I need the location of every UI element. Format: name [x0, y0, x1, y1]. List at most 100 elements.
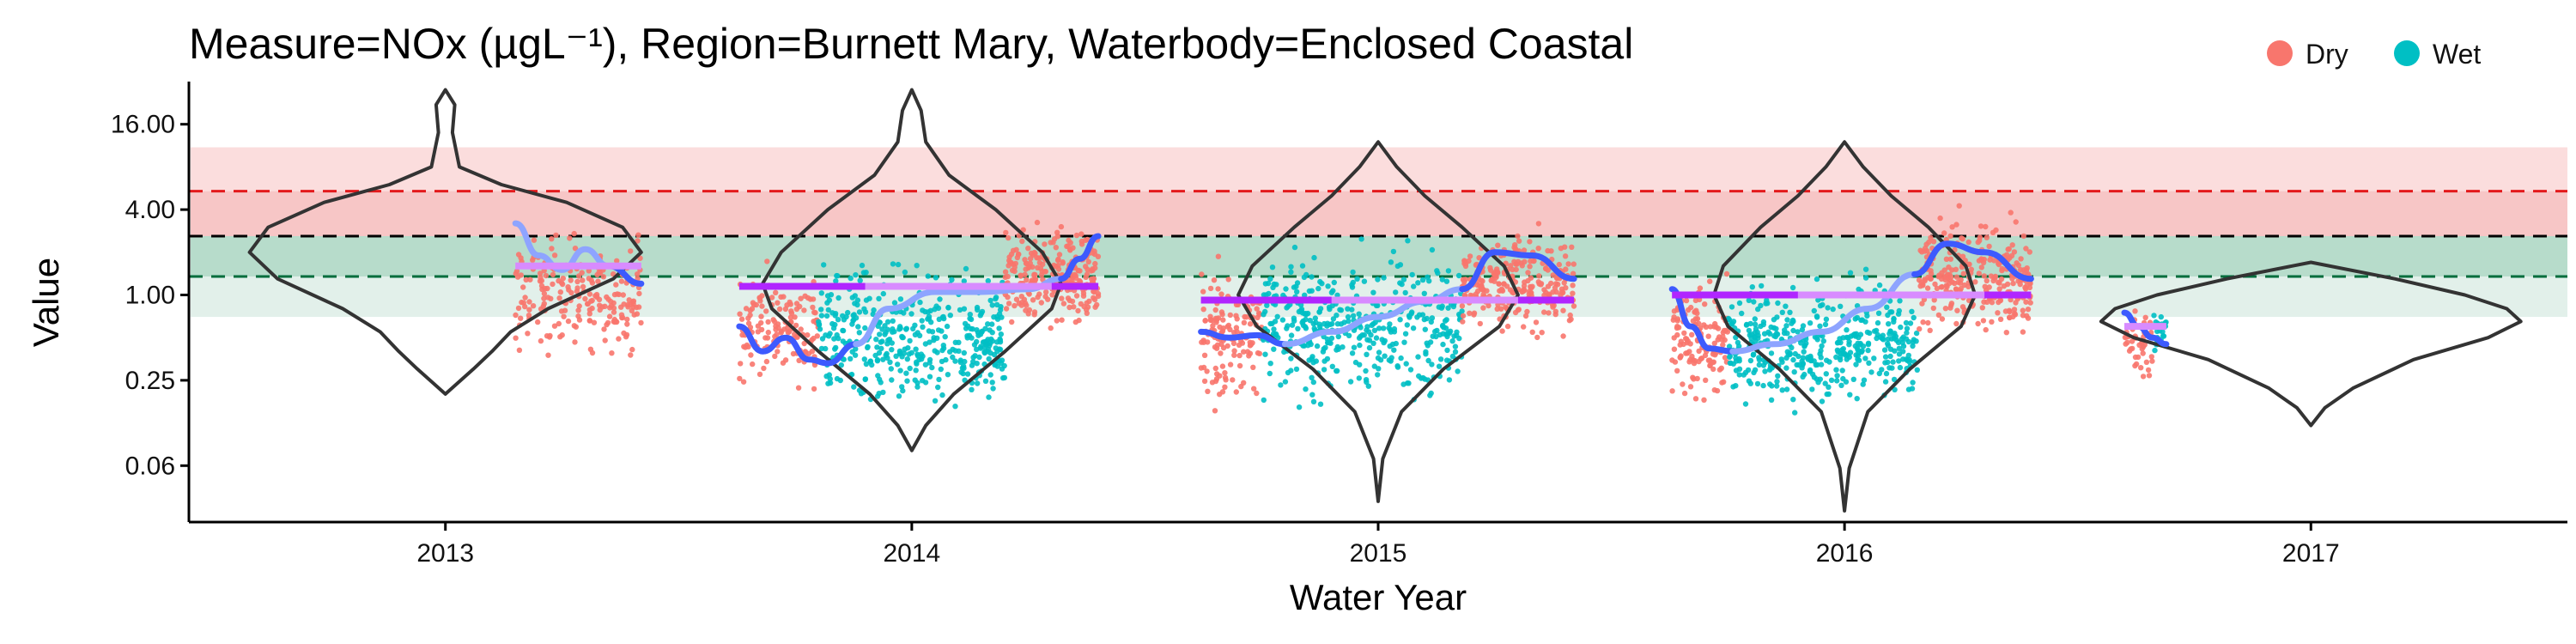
point-5-129: [1406, 380, 1412, 386]
point-2-153: [818, 290, 824, 296]
point-2-342: [890, 326, 896, 332]
point-5-187: [1335, 346, 1342, 352]
point-2-3: [961, 306, 968, 312]
point-5-417: [1371, 327, 1378, 333]
point-5-348: [1382, 353, 1388, 359]
point-9-178: [1930, 239, 1937, 245]
point-3-76: [1038, 272, 1045, 278]
point-1-106: [772, 353, 778, 360]
point-0-192: [520, 284, 526, 290]
point-8-306: [1801, 349, 1807, 355]
point-8-365: [1752, 316, 1759, 322]
point-5-42: [1445, 268, 1452, 274]
point-9-20: [2023, 246, 2029, 252]
point-0-52: [609, 350, 615, 356]
point-6-222: [1552, 284, 1558, 291]
point-5-147: [1288, 332, 1295, 338]
point-2-398: [908, 349, 915, 355]
point-8-362: [1811, 358, 1817, 364]
point-6-108: [1521, 247, 1528, 253]
x-tick-label-3: 2016: [1816, 539, 1874, 568]
point-2-63: [986, 394, 992, 400]
point-8-107: [1729, 320, 1735, 327]
point-4-132: [1248, 342, 1255, 348]
point-0-180: [635, 238, 641, 244]
point-6-164: [1493, 274, 1499, 280]
point-4-136: [1233, 389, 1240, 395]
point-5-365: [1391, 329, 1398, 335]
point-5-226: [1442, 318, 1449, 324]
point-3-257: [1005, 263, 1012, 269]
point-0-108: [611, 291, 618, 298]
point-4-76: [1200, 307, 1206, 313]
point-9-251: [1991, 274, 1997, 281]
point-8-22: [1751, 299, 1757, 305]
point-2-46: [914, 384, 920, 390]
point-6-153: [1511, 258, 1517, 264]
point-2-295: [975, 307, 981, 313]
point-4-4: [1199, 271, 1205, 277]
point-2-284: [853, 346, 859, 352]
point-5-328: [1294, 289, 1300, 295]
point-2-60: [969, 386, 975, 392]
point-5-320: [1406, 314, 1413, 320]
point-8-373: [1760, 319, 1767, 325]
point-8-190: [1871, 355, 1877, 361]
point-1-134: [761, 365, 767, 372]
point-9-209: [1953, 320, 1959, 327]
point-8-289: [1885, 343, 1892, 349]
point-8-233: [1888, 309, 1895, 315]
point-8-255: [1852, 333, 1859, 339]
point-9-22: [2020, 329, 2026, 335]
point-5-56: [1285, 323, 1291, 329]
point-2-251: [880, 389, 886, 396]
point-4-106: [1211, 277, 1218, 283]
x-tick-label-0: 2013: [416, 539, 474, 568]
point-9-92: [1947, 233, 1953, 240]
point-5-389: [1358, 236, 1364, 242]
point-0-15: [582, 295, 588, 302]
point-6-42: [1569, 244, 1575, 250]
point-9-97: [1989, 319, 1995, 325]
point-6-78: [1529, 329, 1535, 335]
point-8-266: [1755, 306, 1761, 313]
point-0-35: [636, 290, 642, 297]
point-8-209: [1896, 358, 1902, 364]
point-6-96: [1460, 313, 1467, 319]
point-5-356: [1321, 367, 1327, 373]
point-1-90: [745, 315, 751, 321]
legend-label-dry: Dry: [2306, 39, 2348, 70]
point-2-314: [845, 309, 851, 316]
point-9-47: [1981, 273, 1987, 279]
point-8-116: [1790, 397, 1796, 403]
point-8-174: [1879, 367, 1885, 373]
point-5-347: [1402, 289, 1408, 296]
point-2-144: [859, 262, 866, 269]
point-0-156: [572, 339, 578, 345]
point-0-126: [606, 313, 613, 319]
smooth-lines: [512, 220, 2170, 367]
point-3-157: [1035, 294, 1041, 301]
point-2-104: [947, 313, 954, 319]
point-0-32: [525, 331, 531, 337]
point-8-150: [1760, 382, 1766, 389]
point-1-129: [805, 332, 811, 338]
point-4-61: [1231, 352, 1237, 358]
point-2-98: [817, 326, 823, 332]
point-1-80: [750, 300, 756, 306]
point-5-333: [1350, 313, 1357, 319]
point-8-260: [1790, 356, 1796, 363]
point-6-269: [1501, 281, 1507, 287]
point-0-103: [568, 277, 574, 283]
point-8-408: [1750, 352, 1757, 358]
point-5-349: [1316, 309, 1322, 315]
point-8-32: [1768, 397, 1775, 403]
point-0-60: [635, 276, 641, 282]
point-5-81: [1262, 308, 1268, 315]
point-2-216: [974, 346, 980, 352]
point-0-141: [541, 290, 548, 297]
point-6-142: [1527, 239, 1533, 245]
point-1-141: [743, 306, 750, 312]
point-8-379: [1848, 333, 1854, 339]
